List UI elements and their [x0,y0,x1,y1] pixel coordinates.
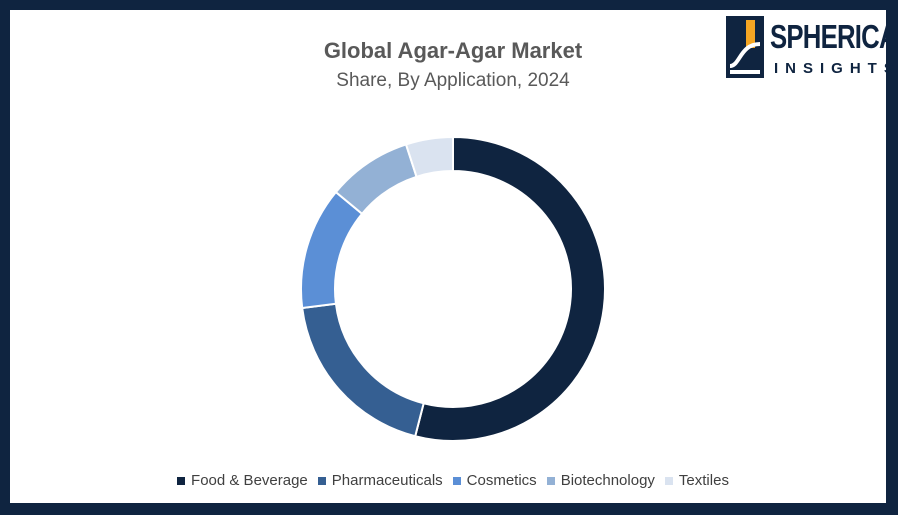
legend-label: Cosmetics [466,472,537,489]
logo-mark-icon [726,16,764,78]
legend-item: Textiles [664,472,729,489]
legend-swatch [452,476,461,485]
donut-slice-cosmetics [300,190,364,310]
chart-subtitle: Share, By Application, 2024 [336,70,570,91]
chart-frame: Global Agar-Agar Market Share, By Applic… [10,10,898,503]
legend-item: Cosmetics [452,472,537,489]
logo-text-secondary: INSIGHTS [774,60,898,77]
legend-item: Biotechnology [546,472,655,489]
legend-label: Biotechnology [560,472,655,489]
legend-swatch [546,476,555,485]
legend-swatch [664,476,673,485]
spherical-insights-logo: SPHERICAL INSIGHTS [726,16,898,80]
legend-label: Pharmaceuticals [331,472,443,489]
legend-swatch [177,476,186,485]
legend-swatch [317,476,326,485]
donut-slice-biotechnology [334,143,418,216]
donut-slice-pharmaceuticals [301,302,425,438]
donut-slice-textiles [404,135,454,179]
donut-chart [300,135,606,442]
chart-legend: Food & Beverage Pharmaceuticals Cosmetics B… [10,472,896,489]
donut-slice-food-beverage [413,135,606,442]
legend-item: Pharmaceuticals [317,472,443,489]
chart-title: Global Agar-Agar Market [323,38,583,63]
legend-label: Food & Beverage [191,472,308,489]
legend-label: Textiles [678,472,729,489]
legend-item: Food & Beverage [177,472,308,489]
logo-text-primary: SPHERICAL [770,18,898,55]
